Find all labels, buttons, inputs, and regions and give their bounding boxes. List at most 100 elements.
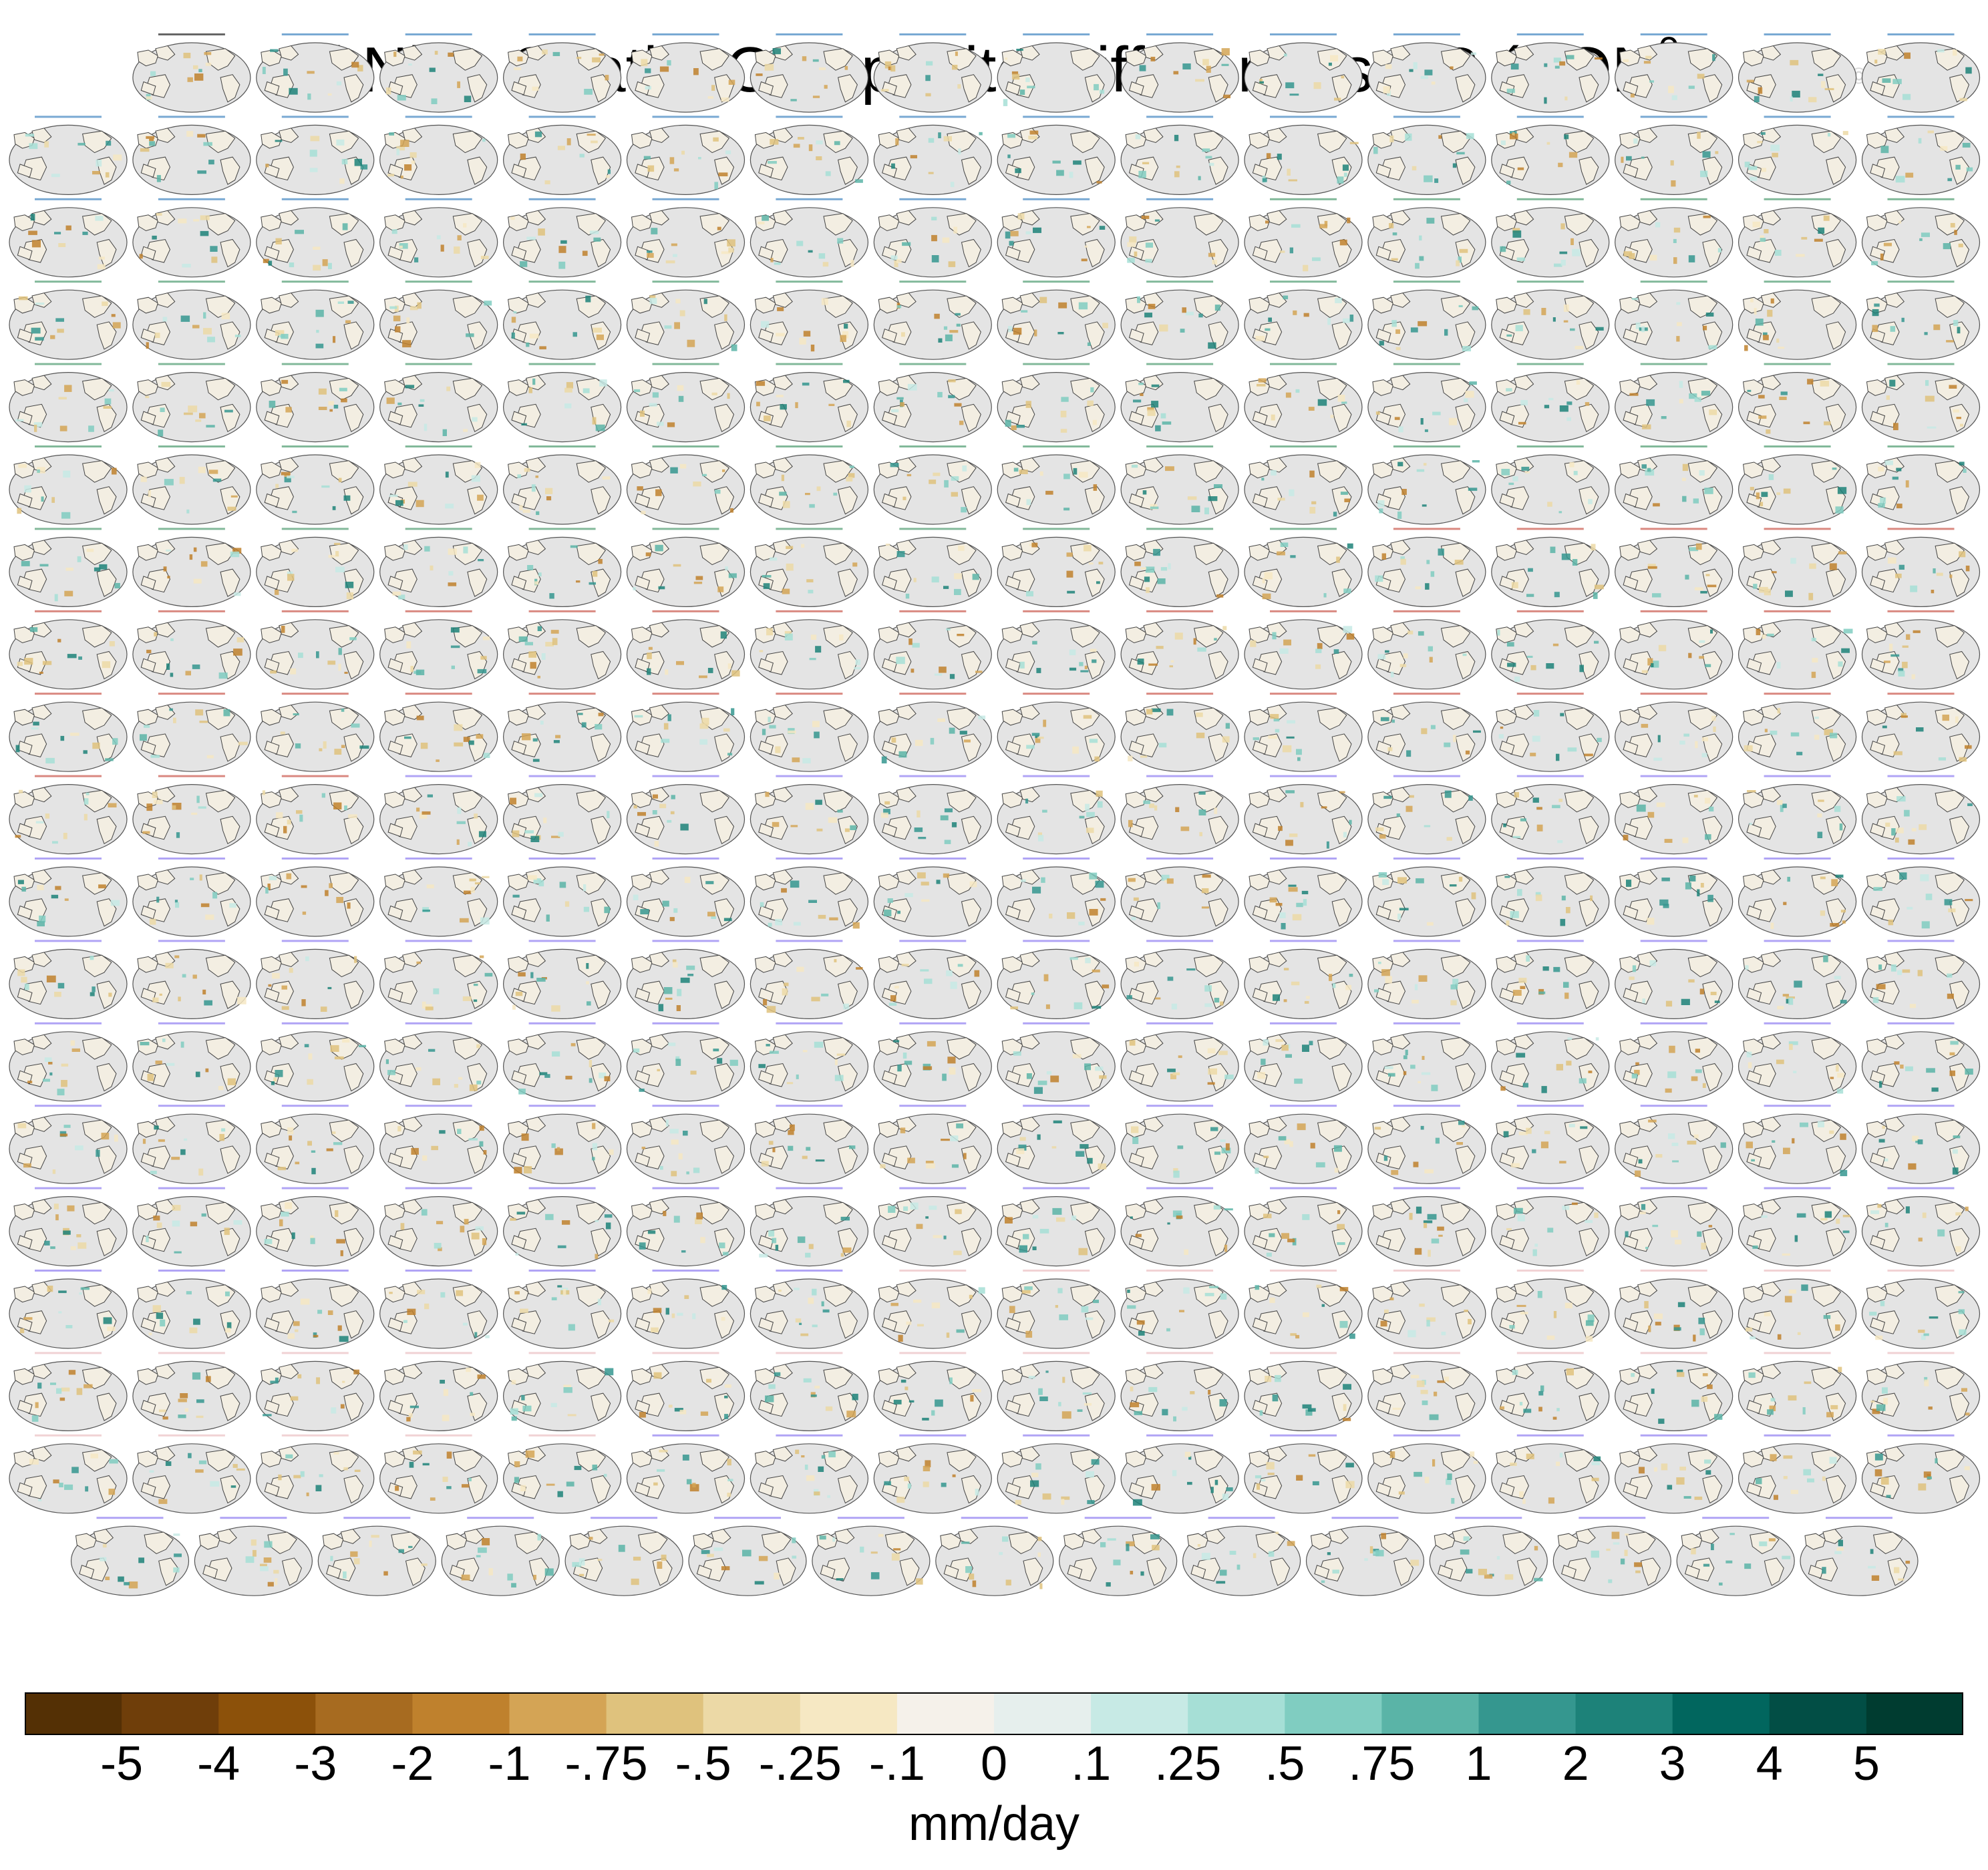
anomaly-cell bbox=[1049, 914, 1053, 919]
anomaly-cell bbox=[676, 661, 684, 665]
anomaly-cell bbox=[928, 172, 934, 174]
anomaly-cell bbox=[270, 670, 277, 674]
anomaly-cell bbox=[198, 806, 206, 809]
anomaly-cell bbox=[1546, 663, 1554, 669]
anomaly-cell bbox=[680, 977, 690, 983]
anomaly-cell bbox=[1693, 1134, 1699, 1139]
continent-outline bbox=[1267, 622, 1287, 638]
anomaly-cell bbox=[1641, 670, 1648, 673]
anomaly-cell bbox=[480, 917, 490, 925]
anomaly-cell bbox=[1180, 329, 1185, 333]
anomaly-cell bbox=[433, 988, 440, 994]
continent-outline bbox=[220, 815, 240, 845]
anomaly-cell bbox=[1052, 160, 1061, 164]
anomaly-cell bbox=[457, 1129, 462, 1134]
map-panel bbox=[626, 33, 746, 113]
anomaly-cell bbox=[56, 1388, 62, 1394]
continent-outline bbox=[1005, 81, 1021, 96]
anomaly-cell bbox=[1652, 593, 1661, 598]
anomaly-cell bbox=[671, 243, 677, 246]
anomaly-cell bbox=[837, 238, 844, 244]
anomaly-cell bbox=[335, 551, 339, 557]
anomaly-cell bbox=[474, 461, 481, 468]
continent-outline bbox=[1128, 411, 1144, 425]
panel-title bbox=[1887, 198, 1955, 200]
anomaly-cell bbox=[890, 409, 899, 413]
anomaly-cell bbox=[1084, 245, 1088, 248]
anomaly-cell bbox=[1085, 803, 1090, 811]
anomaly-cell bbox=[607, 811, 610, 819]
continent-outline bbox=[838, 403, 858, 433]
anomaly-cell bbox=[790, 99, 797, 102]
continent-outline bbox=[508, 544, 529, 561]
anomaly-cell bbox=[1949, 385, 1957, 389]
anomaly-cell bbox=[1546, 1335, 1555, 1340]
anomaly-cell bbox=[1955, 1212, 1962, 1216]
anomaly-cell bbox=[1029, 130, 1039, 135]
panel-title bbox=[281, 1022, 349, 1024]
map-panel bbox=[1861, 363, 1981, 443]
anomaly-cell bbox=[483, 1150, 487, 1155]
map-panel bbox=[997, 1270, 1116, 1349]
panel-title bbox=[1270, 1187, 1337, 1189]
anomaly-cell bbox=[788, 730, 796, 734]
anomaly-cell bbox=[1132, 1137, 1139, 1144]
anomaly-cell bbox=[1162, 421, 1172, 425]
anomaly-cell bbox=[1046, 1071, 1051, 1075]
anomaly-cell bbox=[1186, 968, 1196, 971]
map-panel bbox=[1491, 1187, 1610, 1267]
anomaly-cell bbox=[1811, 671, 1816, 679]
anomaly-cell bbox=[1458, 1121, 1465, 1125]
anomaly-cell bbox=[920, 969, 929, 972]
anomaly-cell bbox=[1553, 57, 1561, 63]
anomaly-cell bbox=[1955, 1246, 1961, 1252]
continent-outline bbox=[878, 791, 900, 808]
anomaly-cell bbox=[765, 791, 770, 797]
anomaly-cell bbox=[776, 333, 785, 337]
anomaly-cell bbox=[237, 996, 246, 1004]
map-panel bbox=[1738, 33, 1857, 113]
continent-outline bbox=[1496, 297, 1518, 314]
anomaly-cell bbox=[98, 884, 106, 889]
anomaly-cell bbox=[821, 298, 828, 305]
map-panel bbox=[379, 363, 498, 443]
anomaly-cell bbox=[649, 297, 657, 305]
anomaly-cell bbox=[230, 551, 240, 558]
anomaly-cell bbox=[855, 659, 860, 665]
map-panel bbox=[1367, 858, 1486, 937]
continent-outline bbox=[823, 1366, 853, 1390]
anomaly-cell bbox=[28, 230, 37, 235]
continent-outline bbox=[402, 1199, 423, 1215]
anomaly-cell bbox=[1278, 825, 1283, 831]
map-panel bbox=[1861, 610, 1981, 690]
anomaly-cell bbox=[1681, 998, 1690, 1005]
anomaly-cell bbox=[1535, 892, 1541, 896]
panel-title bbox=[281, 363, 349, 365]
continent-outline bbox=[13, 626, 35, 644]
anomaly-cell bbox=[718, 172, 728, 176]
anomaly-cell bbox=[234, 592, 241, 596]
anomaly-cell bbox=[287, 819, 291, 825]
anomaly-cell bbox=[668, 1405, 673, 1408]
continent-outline bbox=[261, 544, 283, 561]
anomaly-cell bbox=[1832, 467, 1837, 470]
anomaly-cell bbox=[1882, 78, 1891, 83]
anomaly-cell bbox=[1528, 568, 1533, 572]
anomaly-cell bbox=[67, 1205, 75, 1211]
anomaly-cell bbox=[65, 225, 71, 230]
continent-outline bbox=[699, 872, 729, 895]
anomaly-cell bbox=[1037, 832, 1042, 837]
anomaly-cell bbox=[893, 1040, 900, 1043]
anomaly-cell bbox=[334, 1056, 344, 1060]
continent-outline bbox=[1208, 815, 1228, 845]
continent-outline bbox=[1252, 1235, 1268, 1250]
continent-outline bbox=[758, 1317, 774, 1332]
anomaly-cell bbox=[345, 320, 351, 324]
anomaly-cell bbox=[17, 1123, 27, 1129]
anomaly-cell bbox=[448, 571, 454, 576]
anomaly-cell bbox=[1296, 749, 1302, 755]
anomaly-cell bbox=[825, 1406, 833, 1411]
panel-title bbox=[1764, 1187, 1831, 1189]
anomaly-cell bbox=[1568, 1123, 1575, 1127]
anomaly-cell bbox=[420, 743, 428, 749]
